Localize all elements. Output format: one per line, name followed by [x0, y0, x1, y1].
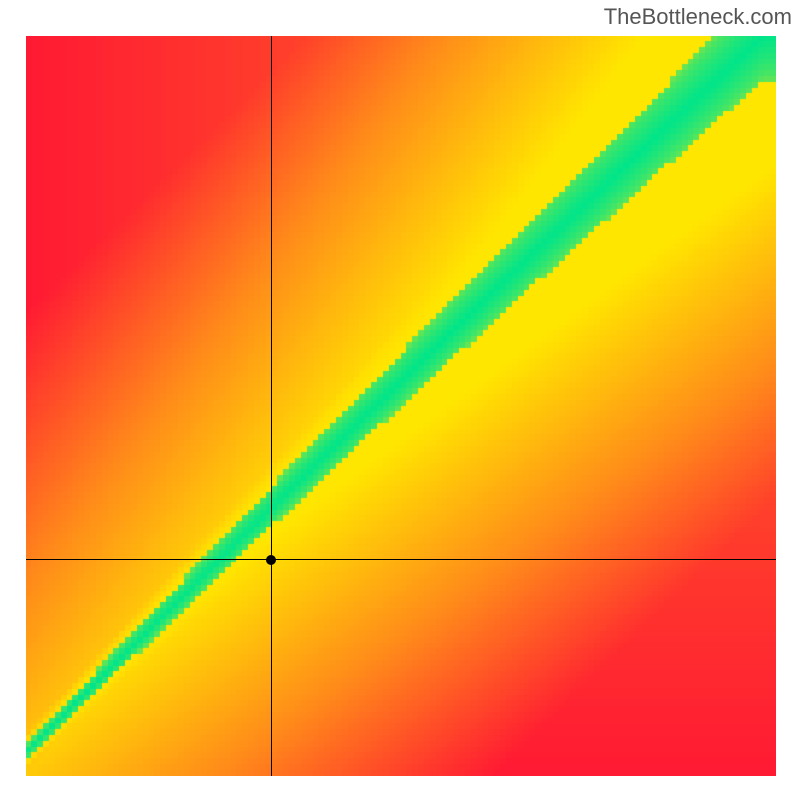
chart-root: TheBottleneck.com [0, 0, 800, 800]
crosshair-vertical [271, 36, 272, 776]
watermark-text: TheBottleneck.com [604, 4, 792, 30]
heatmap-canvas [26, 36, 776, 776]
crosshair-horizontal [26, 559, 776, 560]
